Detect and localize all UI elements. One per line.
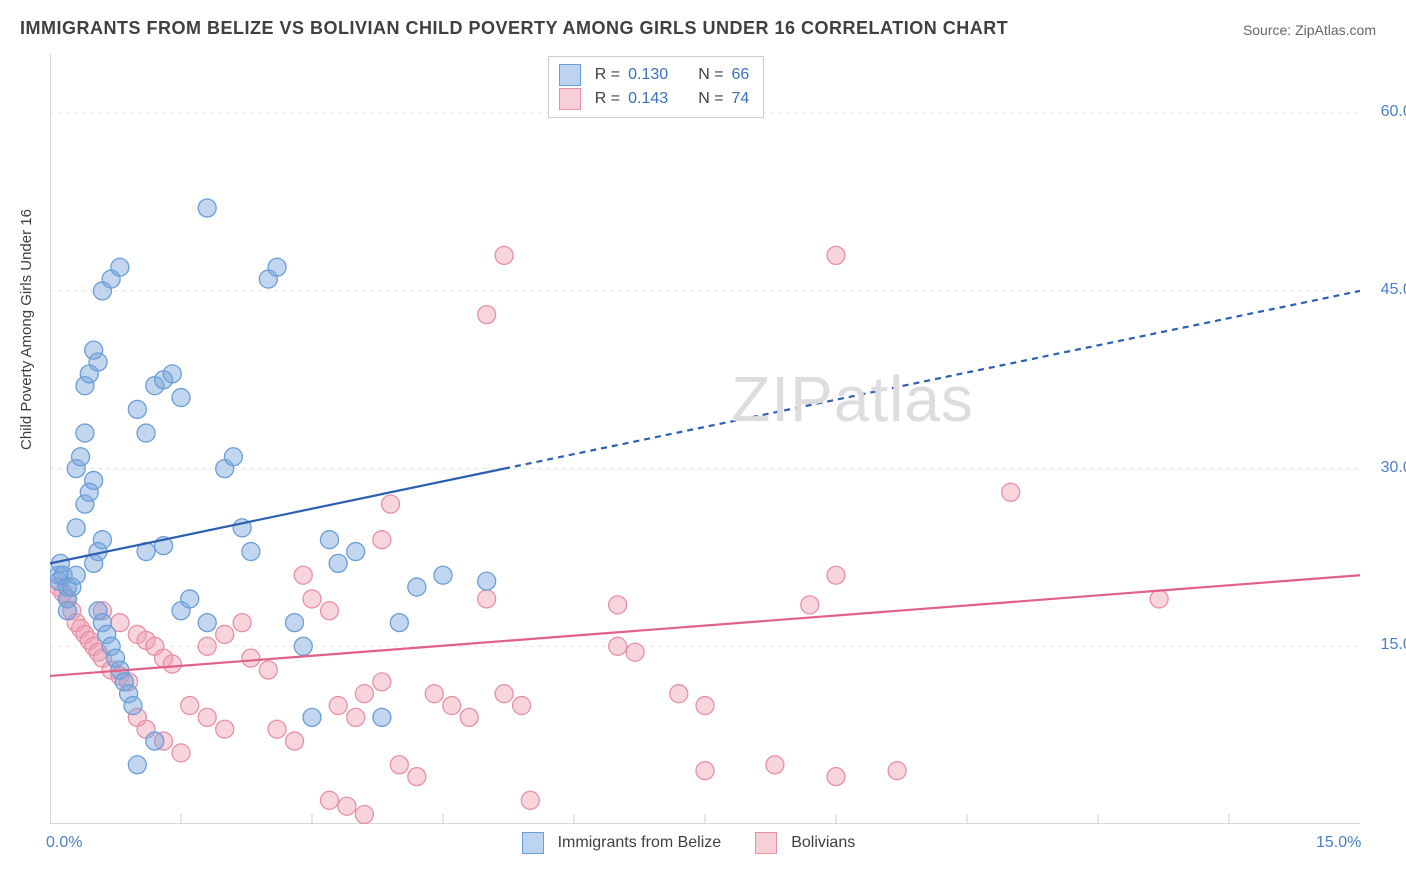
legend-swatch xyxy=(522,832,544,854)
stats-legend-row: R = 0.143 N = 74 xyxy=(559,87,750,111)
chart-container: IMMIGRANTS FROM BELIZE VS BOLIVIAN CHILD… xyxy=(0,0,1406,892)
legend-item: Bolivians xyxy=(755,832,855,854)
source-attribution: Source: ZipAtlas.com xyxy=(1243,22,1376,38)
legend-swatch xyxy=(559,88,581,110)
r-value: 0.143 xyxy=(628,87,668,111)
n-label: N = xyxy=(698,63,723,87)
legend-swatch xyxy=(755,832,777,854)
y-tick: 30.0% xyxy=(1366,459,1406,477)
x-tick: 0.0% xyxy=(46,834,82,852)
r-label: R = xyxy=(595,87,620,111)
legend-label: Bolivians xyxy=(791,834,855,852)
r-value: 0.130 xyxy=(628,63,668,87)
watermark: ZIPatlas xyxy=(731,362,974,436)
source-name: ZipAtlas.com xyxy=(1295,22,1376,38)
chart-title: IMMIGRANTS FROM BELIZE VS BOLIVIAN CHILD… xyxy=(20,18,1008,39)
n-label: N = xyxy=(698,87,723,111)
stats-legend-row: R = 0.130 N = 66 xyxy=(559,63,750,87)
x-tick: 15.0% xyxy=(1316,834,1361,852)
stats-legend: R = 0.130 N = 66 R = 0.143 N = 74 xyxy=(548,56,765,118)
source-label: Source: xyxy=(1243,22,1295,38)
n-value: 66 xyxy=(732,63,750,87)
y-tick: 60.0% xyxy=(1366,103,1406,121)
y-tick: 45.0% xyxy=(1366,281,1406,299)
n-value: 74 xyxy=(732,87,750,111)
series-legend: Immigrants from Belize Bolivians xyxy=(522,832,880,854)
legend-label: Immigrants from Belize xyxy=(558,834,722,852)
r-label: R = xyxy=(595,63,620,87)
y-tick: 15.0% xyxy=(1366,636,1406,654)
legend-item: Immigrants from Belize xyxy=(522,832,722,854)
legend-swatch xyxy=(559,64,581,86)
scatter-plot xyxy=(50,54,1360,824)
y-axis-label: Child Poverty Among Girls Under 16 xyxy=(18,209,35,450)
